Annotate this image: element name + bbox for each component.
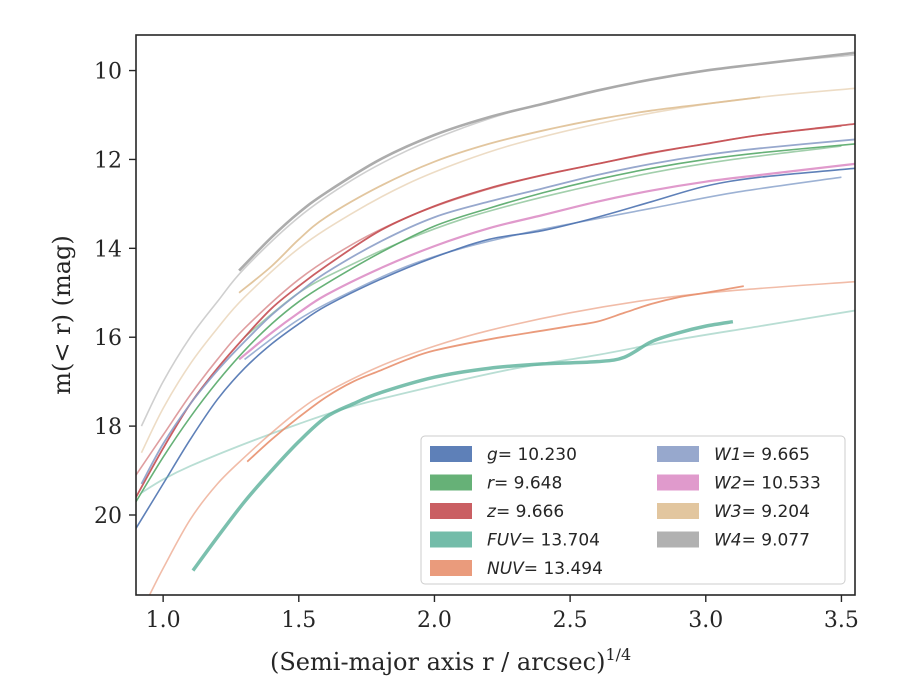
legend-value: = 10.533 [742,474,821,494]
x-axis-label-main: (Semi-major axis r / arcsec) [270,648,605,676]
legend-variable: g [487,445,498,465]
legend-variable: r [487,474,495,494]
series-w3-curve-2 [140,87,855,454]
legend-value: = 9.077 [742,531,810,551]
x-axis-label-exponent: 1/4 [605,645,631,664]
legend-label-w3: W3= 9.204 [714,502,810,522]
legend-swatch-w3 [657,503,699,519]
legend-label-w2: W2= 10.533 [714,474,821,494]
series-fuv-curve-2 [140,309,855,494]
legend-value: = 13.704 [521,531,600,551]
x-tick-label: 3.5 [824,608,859,633]
y-tick-label: 18 [94,415,122,440]
legend-value: = 10.230 [498,445,577,465]
series-g-curve-2 [244,176,842,361]
legend-label-g: g= 10.230 [487,445,577,465]
legend-value: = 9.204 [742,502,810,522]
legend-swatch-fuv [430,531,472,548]
y-tick-label: 20 [94,504,122,529]
legend-swatch-z [430,503,472,519]
legend-variable: W1 [714,445,742,465]
y-axis-label: m(< r) (mag) [48,235,76,394]
legend-variable: NUV [487,559,525,579]
x-tick-label: 1.5 [281,608,316,633]
series-fuv-curve-1 [191,319,734,572]
legend-value: = 13.494 [524,559,603,579]
series-r-curve-2 [244,145,842,338]
legend-swatch-w1 [657,446,699,462]
x-tick-label: 2.0 [417,608,452,633]
legend-swatch-w4 [657,531,699,548]
legend-frame [420,435,846,585]
x-tick-label: 3.0 [688,608,723,633]
legend-variable: W4 [714,531,742,551]
series-w2-curve-1 [238,162,855,361]
legend-variable: W2 [714,474,742,494]
series-w1-curve-1 [140,138,855,485]
y-tick-label: 12 [94,148,122,173]
x-axis-label: (Semi-major axis r / arcsec)1/4 [270,645,631,676]
series-z-curve-2 [136,125,842,476]
series-nuv-curve-2 [148,280,855,595]
curves-layer [136,51,855,595]
legend-value: = 9.665 [742,445,810,465]
legend-swatch-r [430,474,472,491]
legend-label-r: r= 9.648 [487,474,562,494]
series-nuv-curve-1 [246,285,744,463]
series-g-curve-1 [136,167,855,529]
legend-label-z: z= 9.666 [486,502,564,522]
series-w3-curve-1 [238,96,761,294]
legend-swatch-nuv [430,560,472,576]
series-r-curve-1 [136,143,855,503]
ticks-layer: 1.0 1.5 2.0 2.5 3.0 3.5 10 12 14 16 18 20 [94,60,859,633]
legend-swatch-w2 [657,474,699,491]
y-tick-label: 16 [94,326,122,351]
series-w4-curve-2 [140,54,855,427]
legend-label-nuv: NUV= 13.494 [487,559,603,579]
legend-variable: W3 [714,502,742,522]
legend-value: = 9.666 [496,502,564,522]
legend-swatch-g [430,446,472,462]
y-tick-label: 10 [94,60,122,85]
plot-frame [135,34,856,596]
legend-variable: z [486,502,497,522]
legend-label-w1: W1= 9.665 [714,445,810,465]
legend-label-fuv: FUV= 13.704 [487,531,600,551]
y-tick-label: 14 [94,237,122,262]
x-tick-label: 1.0 [146,608,181,633]
legend-label-w4: W4= 9.077 [714,531,810,551]
legend-value: = 9.648 [494,474,562,494]
x-tick-label: 2.5 [553,608,588,633]
series-w4-curve-1 [238,51,855,272]
legend-variable: FUV [487,531,522,551]
